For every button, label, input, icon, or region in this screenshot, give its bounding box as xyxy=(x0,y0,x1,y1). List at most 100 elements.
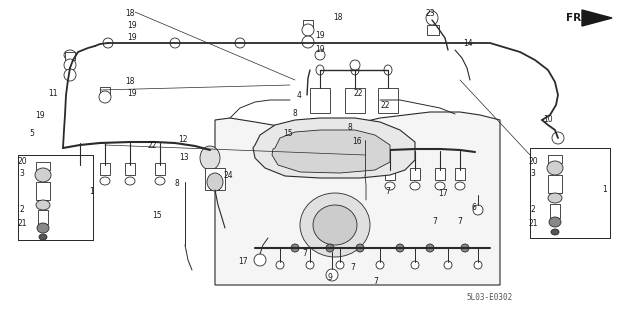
Bar xyxy=(548,175,562,193)
Ellipse shape xyxy=(302,36,314,48)
Ellipse shape xyxy=(125,177,135,185)
Text: 5: 5 xyxy=(29,129,34,138)
Ellipse shape xyxy=(426,11,438,25)
Ellipse shape xyxy=(410,182,420,190)
Ellipse shape xyxy=(444,261,452,269)
Polygon shape xyxy=(582,10,612,26)
Bar xyxy=(100,87,110,95)
Ellipse shape xyxy=(64,50,76,60)
Bar xyxy=(36,182,50,200)
Text: 19: 19 xyxy=(35,110,45,119)
Ellipse shape xyxy=(37,223,49,233)
Ellipse shape xyxy=(170,38,180,48)
Bar xyxy=(100,163,110,175)
Text: 19: 19 xyxy=(127,89,137,98)
Text: 1: 1 xyxy=(90,188,95,196)
Ellipse shape xyxy=(35,168,51,182)
Ellipse shape xyxy=(473,205,483,215)
Ellipse shape xyxy=(356,244,364,252)
Text: 13: 13 xyxy=(179,154,189,163)
Text: 2: 2 xyxy=(19,205,24,214)
Ellipse shape xyxy=(474,261,482,269)
Ellipse shape xyxy=(385,182,395,190)
Ellipse shape xyxy=(276,261,284,269)
Text: 17: 17 xyxy=(438,188,448,197)
Text: 18: 18 xyxy=(125,77,135,86)
Ellipse shape xyxy=(300,193,370,257)
Bar xyxy=(455,168,465,180)
Ellipse shape xyxy=(103,38,113,48)
Bar xyxy=(205,168,225,190)
Ellipse shape xyxy=(396,244,404,252)
Ellipse shape xyxy=(155,177,165,185)
Text: 6: 6 xyxy=(471,203,476,212)
Bar xyxy=(125,163,135,175)
Text: 18: 18 xyxy=(333,12,343,21)
Text: 16: 16 xyxy=(352,138,362,147)
Text: 18: 18 xyxy=(125,10,135,19)
Ellipse shape xyxy=(316,65,324,75)
Ellipse shape xyxy=(552,132,564,144)
Ellipse shape xyxy=(435,182,445,190)
Ellipse shape xyxy=(326,269,338,281)
Text: 7: 7 xyxy=(351,263,356,273)
Bar xyxy=(548,155,562,163)
Ellipse shape xyxy=(291,244,299,252)
Polygon shape xyxy=(272,130,390,173)
Ellipse shape xyxy=(551,229,559,235)
Ellipse shape xyxy=(100,177,110,185)
Text: 11: 11 xyxy=(48,89,58,98)
Ellipse shape xyxy=(336,261,344,269)
Bar xyxy=(550,204,560,218)
Ellipse shape xyxy=(326,244,334,252)
Bar xyxy=(75,163,85,175)
Bar xyxy=(378,88,398,113)
Text: 7: 7 xyxy=(386,188,391,196)
Bar xyxy=(530,148,610,238)
Text: 1: 1 xyxy=(603,186,607,195)
Text: 22: 22 xyxy=(353,90,362,99)
Bar xyxy=(427,25,439,35)
Ellipse shape xyxy=(254,254,266,266)
Ellipse shape xyxy=(64,59,76,71)
Ellipse shape xyxy=(426,244,434,252)
Bar xyxy=(435,168,445,180)
Ellipse shape xyxy=(200,146,220,170)
Text: 23: 23 xyxy=(425,9,435,18)
Text: 14: 14 xyxy=(463,38,473,47)
Text: 17: 17 xyxy=(238,257,248,266)
Text: 22: 22 xyxy=(380,101,390,110)
Polygon shape xyxy=(253,118,415,178)
Text: 7: 7 xyxy=(374,277,379,286)
Text: 24: 24 xyxy=(223,171,233,180)
Text: 8: 8 xyxy=(292,108,297,117)
Text: FR.: FR. xyxy=(566,13,585,23)
Ellipse shape xyxy=(384,65,392,75)
Bar xyxy=(345,88,365,113)
Text: 12: 12 xyxy=(178,135,188,145)
Bar xyxy=(65,52,75,60)
Text: 19: 19 xyxy=(127,34,137,43)
Text: 22: 22 xyxy=(147,141,156,150)
Bar xyxy=(410,168,420,180)
Text: 10: 10 xyxy=(543,116,553,124)
Text: 7: 7 xyxy=(458,218,463,227)
Text: 4: 4 xyxy=(297,91,302,100)
Ellipse shape xyxy=(64,69,76,81)
Text: 7: 7 xyxy=(302,249,307,258)
Text: 9: 9 xyxy=(327,274,332,283)
Ellipse shape xyxy=(455,182,465,190)
Bar xyxy=(155,163,165,175)
Ellipse shape xyxy=(99,91,111,103)
Text: 3: 3 xyxy=(19,169,24,178)
Ellipse shape xyxy=(376,261,384,269)
Ellipse shape xyxy=(36,200,50,210)
Ellipse shape xyxy=(549,217,561,227)
Ellipse shape xyxy=(315,50,325,60)
Text: 20: 20 xyxy=(17,157,27,166)
Bar xyxy=(36,162,50,170)
Ellipse shape xyxy=(302,24,314,36)
Ellipse shape xyxy=(39,234,47,240)
Text: 21: 21 xyxy=(528,219,538,228)
Ellipse shape xyxy=(350,60,360,70)
